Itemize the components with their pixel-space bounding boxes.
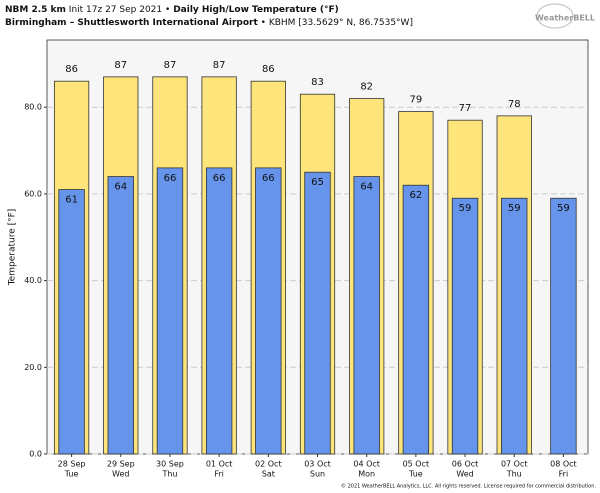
value-label: 78 <box>508 99 521 110</box>
x-tick-weekday: Tue <box>64 470 79 479</box>
init: Init 17z 27 Sep 2021 <box>69 5 162 15</box>
x-tick-weekday: Mon <box>358 470 375 479</box>
bar <box>205 167 233 455</box>
bar <box>501 197 528 455</box>
bar <box>353 176 380 455</box>
value-label: 77 <box>459 103 472 114</box>
value-label: 66 <box>213 173 226 184</box>
bar <box>451 197 479 455</box>
value-label: 87 <box>213 60 226 71</box>
x-tick-label: 29 Sep <box>107 460 135 469</box>
x-tick-label: 03 Oct <box>304 460 331 469</box>
separator: • <box>165 5 170 15</box>
value-label: 87 <box>114 60 127 71</box>
value-label: 59 <box>459 203 472 214</box>
y-axis-label: Temperature [°F] <box>8 209 18 287</box>
bar <box>107 176 134 455</box>
value-label: 64 <box>360 182 373 193</box>
y-tick-label: 20.0 <box>24 363 42 372</box>
x-tick-label: 08 Oct <box>550 460 577 469</box>
logo: WeatherBELL <box>535 14 595 23</box>
value-label: 62 <box>409 190 422 201</box>
bar <box>550 197 577 455</box>
x-tick-weekday: Thu <box>161 470 177 479</box>
footer: © 2021 WeatherBELL Analytics, LLC. All r… <box>341 483 596 490</box>
value-label: 87 <box>164 60 177 71</box>
x-tick-weekday: Fri <box>214 470 224 479</box>
value-label: 86 <box>65 64 78 75</box>
x-tick-weekday: Fri <box>559 470 569 479</box>
value-label: 82 <box>360 82 373 93</box>
value-label: 59 <box>557 203 570 214</box>
subtitle-line: Birmingham – Shuttlesworth International… <box>5 18 413 28</box>
y-tick-label: 40.0 <box>24 276 42 285</box>
value-label: 79 <box>409 95 422 106</box>
y-tick-label: 80.0 <box>24 103 42 112</box>
x-tick-label: 28 Sep <box>58 460 86 469</box>
value-label: 66 <box>164 173 177 184</box>
x-tick-weekday: Thu <box>506 470 522 479</box>
location: Birmingham – Shuttlesworth International… <box>5 18 258 28</box>
bar <box>304 171 331 455</box>
value-label: 66 <box>262 173 275 184</box>
x-tick-label: 07 Oct <box>501 460 528 469</box>
chart-title: Daily High/Low Temperature (°F) <box>173 5 339 15</box>
x-tick-label: 30 Sep <box>156 460 184 469</box>
x-tick-label: 05 Oct <box>403 460 430 469</box>
bar <box>156 167 184 455</box>
bar <box>255 167 282 455</box>
value-label: 61 <box>65 195 78 206</box>
separator: • <box>261 18 266 28</box>
x-tick-weekday: Sat <box>262 470 275 479</box>
logo-ring <box>536 3 574 29</box>
bar <box>58 189 85 455</box>
x-tick-label: 04 Oct <box>353 460 380 469</box>
value-label: 65 <box>311 177 324 188</box>
station: KBHM [33.5629° N, 86.7535°W] <box>269 18 413 28</box>
x-tick-weekday: Tue <box>408 470 423 479</box>
x-tick-weekday: Wed <box>456 470 473 479</box>
model: NBM 2.5 km <box>5 5 66 15</box>
bar <box>402 184 430 455</box>
y-tick-label: 60.0 <box>24 189 42 198</box>
y-tick-label: 0.0 <box>29 450 42 459</box>
x-tick-weekday: Wed <box>112 470 129 479</box>
x-tick-label: 01 Oct <box>206 460 233 469</box>
value-label: 59 <box>508 203 521 214</box>
x-tick-label: 02 Oct <box>255 460 282 469</box>
value-label: 83 <box>311 77 324 88</box>
title-line: NBM 2.5 km Init 17z 27 Sep 2021 • Daily … <box>5 5 339 15</box>
value-label: 86 <box>262 64 275 75</box>
x-tick-weekday: Sun <box>310 470 325 479</box>
value-label: 64 <box>114 182 127 193</box>
x-tick-label: 06 Oct <box>452 460 479 469</box>
